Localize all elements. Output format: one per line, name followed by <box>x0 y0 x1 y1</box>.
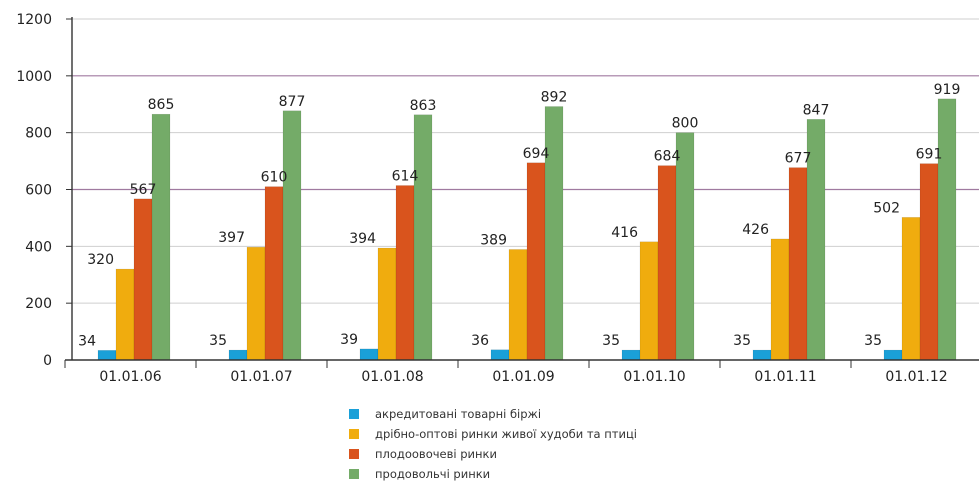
data-label: 35 <box>864 333 882 349</box>
bar <box>770 238 790 361</box>
data-label: 847 <box>803 102 830 118</box>
legend-swatch <box>349 429 359 439</box>
bar <box>919 163 939 361</box>
legend-label: акредитовані товарні біржі <box>375 407 541 421</box>
x-tick-label: 01.01.08 <box>361 369 423 385</box>
data-label: 39 <box>340 332 358 348</box>
axes <box>64 17 979 368</box>
legend-label: плодоовочеві ринки <box>375 447 497 461</box>
data-label: 800 <box>672 116 699 132</box>
bar <box>282 110 302 361</box>
bar <box>359 348 379 361</box>
y-tick-label: 200 <box>25 296 52 312</box>
bar <box>395 185 415 361</box>
y-tick-label: 1200 <box>16 12 52 28</box>
data-label: 35 <box>602 333 620 349</box>
data-label: 684 <box>654 149 681 165</box>
data-label: 694 <box>523 146 550 162</box>
data-label: 416 <box>611 225 638 241</box>
data-label: 426 <box>742 222 769 238</box>
y-tick-label: 0 <box>43 353 52 369</box>
bar <box>788 167 808 361</box>
x-tick-label: 01.01.12 <box>885 369 947 385</box>
bar <box>508 249 528 361</box>
legend-swatch <box>349 409 359 419</box>
y-tick-label: 800 <box>25 126 52 142</box>
bar <box>621 349 641 361</box>
y-tick-label: 600 <box>25 183 52 199</box>
data-label: 614 <box>392 169 419 185</box>
legend: акредитовані товарні біржі дрібно-оптові … <box>349 407 637 481</box>
bar <box>377 247 397 361</box>
bar <box>151 113 171 361</box>
x-tick-label: 01.01.07 <box>230 369 292 385</box>
bar <box>526 162 546 361</box>
bar <box>97 350 117 361</box>
y-tick-label: 1000 <box>16 69 52 85</box>
bar <box>246 246 266 361</box>
bar <box>133 198 153 361</box>
x-axis-tick-labels: 01.01.06 01.01.07 01.01.08 01.01.09 01.01.10… <box>99 369 947 385</box>
bar <box>639 241 659 361</box>
bar <box>937 98 957 361</box>
data-label: 320 <box>87 252 114 268</box>
data-label: 863 <box>410 98 437 114</box>
legend-label: продовольчі ринки <box>375 467 490 481</box>
data-label: 892 <box>541 90 568 106</box>
data-labels: 34 320 567 865 35 397 610 877 39 394 614 863 36 389 69… <box>78 82 960 349</box>
bar <box>544 106 564 361</box>
bar <box>115 268 135 361</box>
data-label: 919 <box>934 82 961 98</box>
data-label: 34 <box>78 333 96 349</box>
data-label: 35 <box>209 333 227 349</box>
bar <box>228 349 248 361</box>
bar <box>413 114 433 361</box>
x-tick-label: 01.01.10 <box>623 369 685 385</box>
legend-swatch <box>349 449 359 459</box>
bar <box>264 186 284 361</box>
gridlines <box>72 18 979 304</box>
legend-swatch <box>349 469 359 479</box>
data-label: 397 <box>218 230 245 246</box>
bar <box>901 217 921 361</box>
data-label: 389 <box>480 232 507 248</box>
data-label: 865 <box>148 97 175 113</box>
bar <box>657 165 677 361</box>
data-label: 877 <box>279 94 306 110</box>
bar <box>675 132 695 361</box>
data-label: 691 <box>916 147 943 163</box>
data-label: 610 <box>261 170 288 186</box>
data-label: 36 <box>471 333 489 349</box>
data-label: 567 <box>130 182 157 198</box>
bars <box>97 98 957 361</box>
data-label: 677 <box>785 151 812 167</box>
bar <box>883 349 903 361</box>
x-tick-label: 01.01.11 <box>754 369 816 385</box>
y-tick-label: 400 <box>25 239 52 255</box>
legend-label: дрібно-оптові ринки живої худоби та птиц… <box>375 427 637 441</box>
y-axis-tick-labels: 0 200 400 600 800 1000 1200 <box>16 12 52 369</box>
bar <box>490 349 510 361</box>
data-label: 502 <box>873 200 900 216</box>
bar <box>752 349 772 361</box>
x-tick-label: 01.01.06 <box>99 369 161 385</box>
data-label: 35 <box>733 333 751 349</box>
data-label: 394 <box>349 231 376 247</box>
x-tick-label: 01.01.09 <box>492 369 554 385</box>
